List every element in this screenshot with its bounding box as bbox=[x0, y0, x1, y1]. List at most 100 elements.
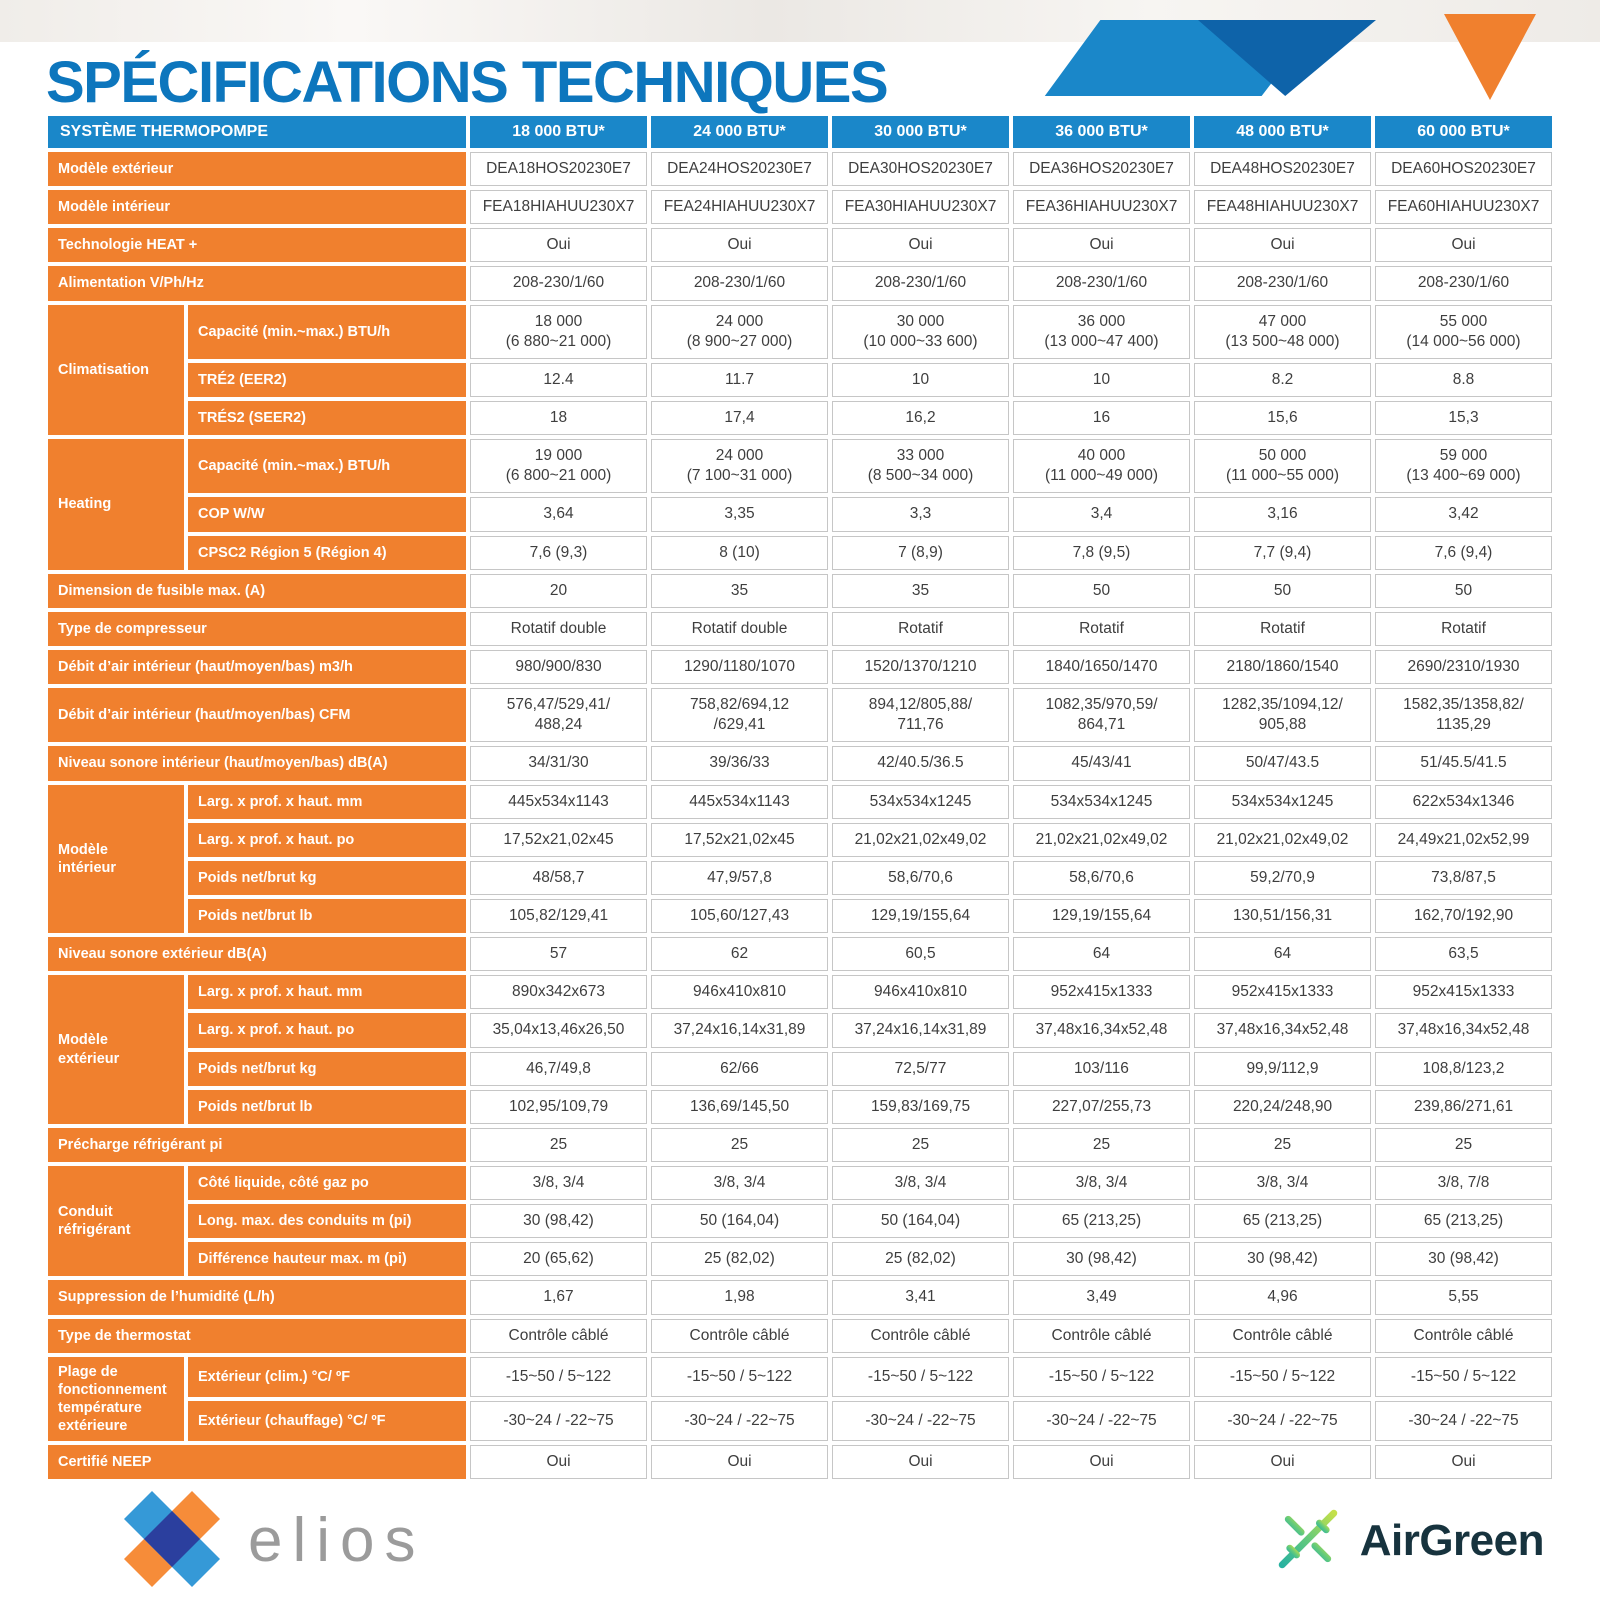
spec-value: 534x534x1245 bbox=[1013, 784, 1190, 819]
spec-value: 130,51/156,31 bbox=[1194, 898, 1371, 934]
spec-value: 3/8, 3/4 bbox=[651, 1165, 828, 1201]
spec-value: Contrôle câblé bbox=[1375, 1318, 1552, 1353]
group-label: Conduit réfrigérant bbox=[48, 1165, 184, 1277]
spec-value: 65 (213,25) bbox=[1194, 1204, 1371, 1239]
row-label: Alimentation V/Ph/Hz bbox=[48, 266, 466, 301]
table-header-capacity: 36 000 BTU* bbox=[1013, 116, 1190, 148]
spec-value: 25 bbox=[1194, 1127, 1371, 1162]
sub-row-label: Larg. x prof. x haut. po bbox=[188, 822, 466, 857]
spec-value: 4,96 bbox=[1194, 1280, 1371, 1315]
spec-value: Oui bbox=[651, 228, 828, 263]
group-label: Plage de fonctionnement température exté… bbox=[48, 1356, 184, 1442]
sub-row-label: Larg. x prof. x haut. mm bbox=[188, 784, 466, 819]
spec-value: 47 000 (13 500~48 000) bbox=[1194, 304, 1371, 359]
row-label: Débit d’air intérieur (haut/moyen/bas) m… bbox=[48, 649, 466, 685]
table-row: Certifié NEEP Oui Oui Oui Oui Oui Oui bbox=[48, 1445, 1552, 1480]
spec-value: 208-230/1/60 bbox=[1013, 266, 1190, 301]
spec-value: -15~50 / 5~122 bbox=[832, 1356, 1009, 1397]
spec-value: 576,47/529,41/ 488,24 bbox=[470, 688, 647, 743]
table-row: Débit d’air intérieur (haut/moyen/bas) m… bbox=[48, 649, 1552, 685]
spec-value: 21,02x21,02x49,02 bbox=[1013, 822, 1190, 857]
spec-value: 445x534x1143 bbox=[651, 784, 828, 819]
spec-value: -30~24 / -22~75 bbox=[651, 1400, 828, 1442]
spec-value: 17,52x21,02x45 bbox=[470, 822, 647, 857]
row-label: Niveau sonore extérieur dB(A) bbox=[48, 937, 466, 972]
spec-value: 24 000 (7 100~31 000) bbox=[651, 439, 828, 494]
spec-value: 1290/1180/1070 bbox=[651, 649, 828, 685]
table-row: Différence hauteur max. m (pi) 20 (65,62)… bbox=[48, 1242, 1552, 1277]
spec-value: 7,6 (9,4) bbox=[1375, 535, 1552, 570]
spec-value: 37,24x16,14x31,89 bbox=[651, 1013, 828, 1048]
spec-value: Oui bbox=[1375, 1445, 1552, 1480]
table-row: Suppression de l’humidité (L/h) 1,67 1,98 3… bbox=[48, 1280, 1552, 1315]
spec-value: 50 (164,04) bbox=[651, 1204, 828, 1239]
spec-value: Oui bbox=[1375, 228, 1552, 263]
spec-value: 59,2/70,9 bbox=[1194, 860, 1371, 895]
sub-row-label: Capacité (min.~max.) BTU/h bbox=[188, 304, 466, 359]
spec-value: 37,48x16,34x52,48 bbox=[1013, 1013, 1190, 1048]
row-label: Technologie HEAT + bbox=[48, 228, 466, 263]
spec-value: 25 bbox=[1375, 1127, 1552, 1162]
spec-value: 5,55 bbox=[1375, 1280, 1552, 1315]
spec-value: 7 (8,9) bbox=[832, 535, 1009, 570]
table-row: Technologie HEAT + Oui Oui Oui Oui Oui Oui bbox=[48, 228, 1552, 263]
spec-value: Oui bbox=[1013, 228, 1190, 263]
spec-value: 12.4 bbox=[470, 362, 647, 397]
spec-value: 18 000 (6 880~21 000) bbox=[470, 304, 647, 359]
table-row: Heating Capacité (min.~max.) BTU/h 19 000 … bbox=[48, 439, 1552, 570]
spec-value: -15~50 / 5~122 bbox=[470, 1356, 647, 1397]
header-band: SPÉCIFICATIONS TECHNIQUES bbox=[0, 42, 1600, 112]
spec-value: Rotatif bbox=[1375, 611, 1552, 646]
spec-value: 534x534x1245 bbox=[1194, 784, 1371, 819]
spec-value: 50 bbox=[1194, 573, 1371, 608]
spec-value: 890x342x673 bbox=[470, 975, 647, 1010]
spec-value: 136,69/145,50 bbox=[651, 1089, 828, 1124]
sub-row-label: Côté liquide, côté gaz po bbox=[188, 1165, 466, 1201]
spec-value: 15,6 bbox=[1194, 400, 1371, 436]
sub-row-label: Poids net/brut lb bbox=[188, 1089, 466, 1124]
spec-value: 239,86/271,61 bbox=[1375, 1089, 1552, 1124]
table-row: Larg. x prof. x haut. po 35,04x13,46x26,5… bbox=[48, 1013, 1552, 1048]
spec-value: Oui bbox=[470, 228, 647, 263]
spec-value: 3,42 bbox=[1375, 497, 1552, 532]
spec-value: 3/8, 3/4 bbox=[1013, 1165, 1190, 1201]
elios-logo: elios bbox=[122, 1489, 426, 1594]
spec-value: 45/43/41 bbox=[1013, 746, 1190, 781]
spec-value: 37,48x16,34x52,48 bbox=[1375, 1013, 1552, 1048]
spec-value: 129,19/155,64 bbox=[1013, 898, 1190, 934]
spec-value: -30~24 / -22~75 bbox=[1013, 1400, 1190, 1442]
spec-value: 7,7 (9,4) bbox=[1194, 535, 1371, 570]
spec-value: 946x410x810 bbox=[832, 975, 1009, 1010]
table-row: Poids net/brut lb 102,95/109,79 136,69/145… bbox=[48, 1089, 1552, 1124]
spec-value: 227,07/255,73 bbox=[1013, 1089, 1190, 1124]
spec-value: DEA30HOS20230E7 bbox=[832, 152, 1009, 187]
row-label: Modèle extérieur bbox=[48, 152, 466, 187]
spec-value: 10 bbox=[832, 362, 1009, 397]
spec-value: 108,8/123,2 bbox=[1375, 1051, 1552, 1086]
spec-value: 50 000 (11 000~55 000) bbox=[1194, 439, 1371, 494]
spec-value: 220,24/248,90 bbox=[1194, 1089, 1371, 1124]
spec-value: DEA48HOS20230E7 bbox=[1194, 152, 1371, 187]
spec-value: 980/900/830 bbox=[470, 649, 647, 685]
sub-row-label: Poids net/brut lb bbox=[188, 898, 466, 934]
spec-value: 35 bbox=[651, 573, 828, 608]
spec-value: Rotatif bbox=[832, 611, 1009, 646]
spec-value: 1582,35/1358,82/ 1135,29 bbox=[1375, 688, 1552, 743]
spec-value: 1,98 bbox=[651, 1280, 828, 1315]
spec-value: -15~50 / 5~122 bbox=[1194, 1356, 1371, 1397]
table-row: Modèle extérieur DEA18HOS20230E7 DEA24HOS2… bbox=[48, 152, 1552, 187]
sub-row-label: Différence hauteur max. m (pi) bbox=[188, 1242, 466, 1277]
spec-value: FEA48HIAHUU230X7 bbox=[1194, 190, 1371, 225]
spec-value: 3/8, 7/8 bbox=[1375, 1165, 1552, 1201]
table-row: TRÉS2 (SEER2) 18 17,4 16,2 16 15,6 15,3 bbox=[48, 400, 1552, 436]
spec-value: Oui bbox=[1194, 228, 1371, 263]
spec-value: 33 000 (8 500~34 000) bbox=[832, 439, 1009, 494]
spec-value: 30 (98,42) bbox=[1194, 1242, 1371, 1277]
spec-value: 99,9/112,9 bbox=[1194, 1051, 1371, 1086]
spec-value: 35 bbox=[832, 573, 1009, 608]
spec-value: 37,48x16,34x52,48 bbox=[1194, 1013, 1371, 1048]
table-row: Modèle intérieur Larg. x prof. x haut. mm… bbox=[48, 784, 1552, 934]
spec-value: Rotatif double bbox=[470, 611, 647, 646]
table-header-system: SYSTÈME THERMOPOMPE bbox=[48, 116, 466, 148]
spec-value: 103/116 bbox=[1013, 1051, 1190, 1086]
